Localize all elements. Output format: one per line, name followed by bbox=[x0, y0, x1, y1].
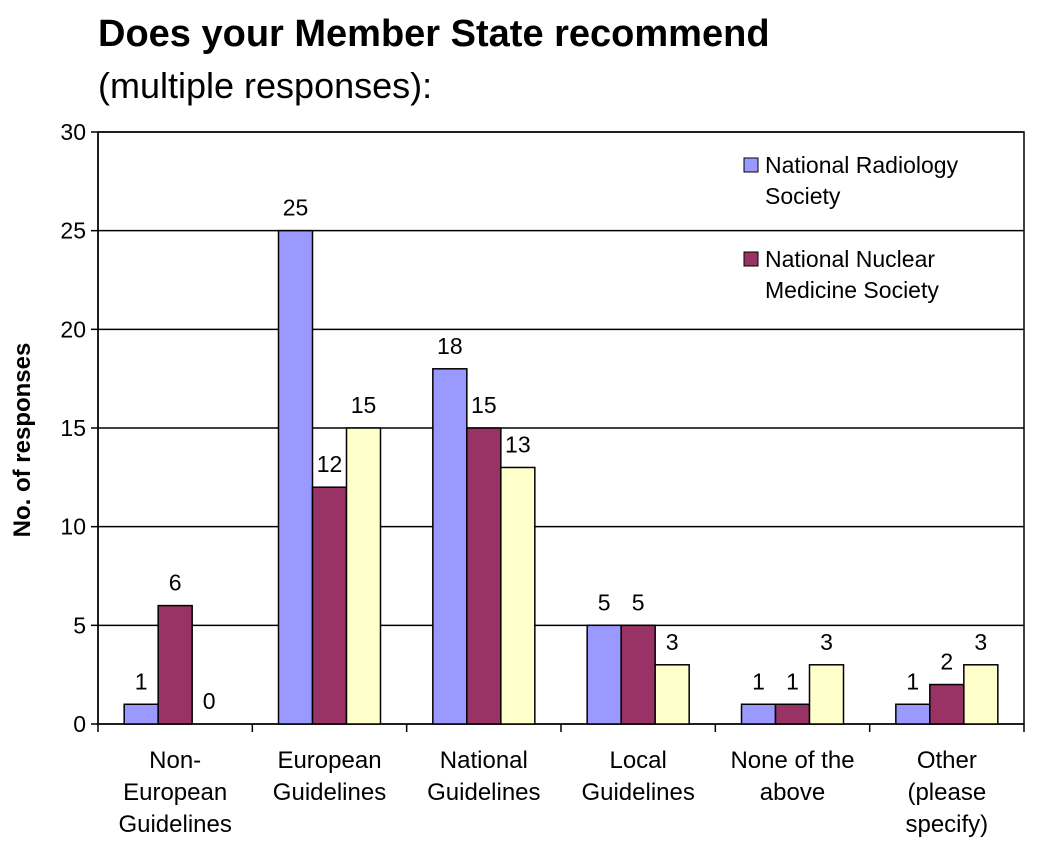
data-label: 13 bbox=[505, 431, 531, 457]
y-tick-label: 0 bbox=[73, 711, 86, 737]
bar bbox=[311, 486, 348, 725]
bar bbox=[345, 427, 382, 725]
bar bbox=[123, 703, 159, 725]
chart-title: Does your Member State recommend bbox=[98, 13, 770, 55]
bar bbox=[740, 703, 777, 725]
category-label: Non-European Guidelines bbox=[118, 747, 231, 838]
data-label: 3 bbox=[666, 629, 679, 655]
bar bbox=[929, 683, 965, 725]
bar bbox=[432, 368, 468, 725]
bar bbox=[466, 427, 502, 725]
y-axis-label: No. of responses bbox=[9, 343, 36, 538]
data-label: 15 bbox=[471, 392, 497, 418]
bar bbox=[277, 229, 314, 725]
y-tick-label: 15 bbox=[60, 415, 86, 441]
y-tick-label: 30 bbox=[60, 119, 86, 145]
bar bbox=[808, 664, 845, 725]
bar bbox=[654, 664, 690, 725]
category-label: None of the above bbox=[730, 747, 854, 806]
chart-subtitle: (multiple responses): bbox=[98, 65, 432, 106]
data-label: 18 bbox=[437, 333, 463, 359]
y-tick-label: 20 bbox=[60, 316, 86, 342]
data-label: 1 bbox=[786, 668, 799, 694]
bar bbox=[620, 624, 656, 725]
y-tick-label: 10 bbox=[60, 514, 86, 540]
data-label: 5 bbox=[632, 589, 645, 615]
data-label: 1 bbox=[906, 668, 919, 694]
bar bbox=[157, 604, 193, 725]
data-label: 1 bbox=[135, 668, 148, 694]
data-label: 3 bbox=[820, 629, 833, 655]
bar bbox=[774, 703, 811, 725]
bar bbox=[895, 703, 931, 725]
y-tick-label: 5 bbox=[73, 612, 86, 638]
category-label: Other (please specify) bbox=[905, 747, 988, 838]
data-label: 25 bbox=[283, 195, 309, 221]
bar bbox=[586, 624, 622, 725]
data-label: 0 bbox=[203, 688, 216, 714]
category-label: Local Guidelines bbox=[581, 747, 694, 806]
bar bbox=[500, 466, 536, 725]
legend-label: National Nuclear Medicine Society bbox=[765, 246, 939, 303]
legend-swatch bbox=[743, 157, 759, 173]
legend-label: National Radiology Society bbox=[765, 152, 959, 209]
data-label: 1 bbox=[752, 668, 765, 694]
category-label: European Guidelines bbox=[273, 747, 386, 806]
data-label: 3 bbox=[974, 629, 987, 655]
data-label: 12 bbox=[317, 451, 343, 477]
bar bbox=[963, 664, 999, 725]
data-label: 2 bbox=[940, 649, 953, 675]
y-tick-label: 25 bbox=[60, 218, 86, 244]
data-label: 6 bbox=[169, 570, 182, 596]
legend-swatch bbox=[743, 251, 759, 267]
data-label: 15 bbox=[351, 392, 377, 418]
data-label: 5 bbox=[598, 589, 611, 615]
category-label: National Guidelines bbox=[427, 747, 540, 806]
